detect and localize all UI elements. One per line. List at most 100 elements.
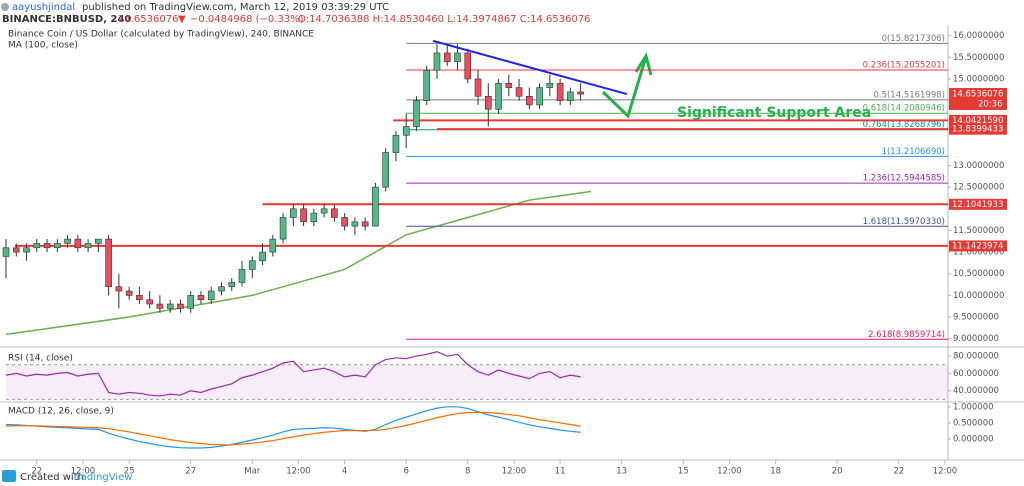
x-tick-label: 12:00: [71, 467, 96, 477]
author: aayushjindal: [12, 2, 75, 13]
candle-body: [146, 299, 153, 305]
candle-body: [382, 152, 389, 188]
level-box: [949, 123, 1007, 135]
legend-title: Binance Coin / US Dollar (calculated by …: [8, 30, 314, 40]
candle-body: [156, 303, 164, 309]
fib-label: 1(13.2106690): [882, 147, 945, 157]
candle-body: [372, 186, 379, 227]
fib-label: 0.618(14.2080946): [863, 104, 945, 114]
logo: [2, 470, 16, 482]
y-tick-label: 10.0000000: [953, 291, 1004, 301]
candle-body: [290, 208, 297, 218]
candle-body: [495, 82, 502, 110]
level-box: [949, 114, 1007, 126]
candle-body: [248, 260, 256, 270]
fib-label: 0.764(13.8268796): [863, 120, 945, 130]
candle-body: [74, 238, 82, 249]
y-tick-label: 11.5000000: [953, 226, 1004, 236]
fib-label: 0(15.8217306): [882, 34, 945, 44]
y-tick-label: 0.000000: [953, 435, 994, 445]
candle-body: [413, 100, 420, 127]
fib-label: 0.5(14.5161998): [873, 90, 945, 100]
y-tick-label: 9.5000000: [953, 313, 999, 323]
x-tick-label: 15: [678, 467, 689, 477]
rsi-title: RSI (14, close): [8, 354, 73, 364]
ma-line: [5, 190, 592, 336]
indicator-line: [5, 411, 581, 446]
candle-body: [567, 91, 574, 101]
fib-label: 1.618(11.5970330): [863, 217, 945, 227]
candle-body: [166, 303, 174, 309]
x-tick-label: 20: [832, 467, 843, 477]
candle-body: [259, 251, 266, 262]
footer-created: Created with: [20, 472, 84, 483]
candle-body: [95, 238, 102, 244]
level-box: [949, 240, 1007, 252]
level-box: [949, 198, 1007, 210]
candle-body: [361, 221, 369, 227]
x-tick-label: 12:00: [502, 467, 527, 477]
candle-body: [207, 290, 215, 301]
level-label: 11.1423974: [952, 241, 1003, 251]
candle-body: [54, 243, 61, 249]
candle-body: [443, 52, 451, 62]
ohlc: O:14.7036388 H:14.8530460 L:14.3974867 C…: [298, 14, 591, 25]
candle-body: [341, 217, 348, 227]
level-label: 13.8399433: [952, 125, 1003, 135]
fib-label: 0.236(15.2055201): [863, 61, 945, 71]
candle-body: [115, 286, 123, 292]
fib-label: 2.618(8.9859714): [868, 330, 945, 340]
candle-body: [351, 221, 359, 227]
candle-body: [84, 243, 92, 249]
last-price-box: [949, 87, 1007, 110]
candle-body: [279, 217, 287, 240]
candle-body: [177, 303, 184, 309]
candle-body: [433, 52, 441, 71]
published: published on TradingView.com, March 12, …: [82, 2, 389, 13]
level-label: 12.1041933: [952, 200, 1003, 210]
candle-body: [484, 95, 492, 110]
candle-body: [423, 69, 431, 101]
candle-body: [238, 269, 246, 283]
candle-body: [228, 282, 236, 288]
candle-body: [197, 295, 205, 301]
legend-ma: MA (100, close): [8, 41, 78, 51]
x-tick-label: 27: [185, 467, 196, 477]
candle-body: [320, 208, 328, 214]
candle-body: [33, 243, 41, 249]
candle-body: [536, 87, 543, 106]
price: 14.6536076: [118, 14, 178, 25]
y-tick-label: 40.000000: [953, 386, 999, 396]
x-tick-label: 25: [124, 467, 135, 477]
candle-body: [187, 295, 195, 309]
candle-body: [300, 208, 307, 223]
candle-body: [136, 295, 143, 301]
x-tick-label: 4: [342, 467, 347, 477]
indicator-line: [5, 351, 581, 397]
y-tick-label: 0.500000: [953, 418, 994, 428]
x-tick-label: 12:00: [717, 467, 742, 477]
candle-body: [64, 238, 71, 244]
candle-body: [310, 212, 318, 223]
candle-body: [505, 82, 513, 88]
candle-body: [218, 286, 225, 292]
x-tick-label: Mar: [244, 467, 261, 477]
candle-body: [556, 82, 564, 101]
change: −0.0484968 (−0.33%): [190, 14, 304, 25]
candle-body: [125, 290, 133, 296]
symbol: BINANCE:BNBUSD, 240: [2, 14, 131, 25]
candle-body: [454, 52, 461, 62]
arrow-head: [634, 52, 653, 76]
candle-body: [577, 91, 584, 95]
candle-body: [515, 87, 523, 97]
candle-body: [12, 247, 20, 253]
y-tick-label: 15.0000000: [953, 74, 1004, 84]
y-tick-label: 11.0000000: [953, 248, 1004, 258]
y-tick-label: 60.000000: [953, 369, 999, 379]
indicator-line: [5, 406, 581, 449]
y-tick-label: 15.5000000: [953, 53, 1004, 63]
last-price-label: 14.6536076: [952, 89, 1003, 99]
y-tick-label: 10.5000000: [953, 269, 1004, 279]
